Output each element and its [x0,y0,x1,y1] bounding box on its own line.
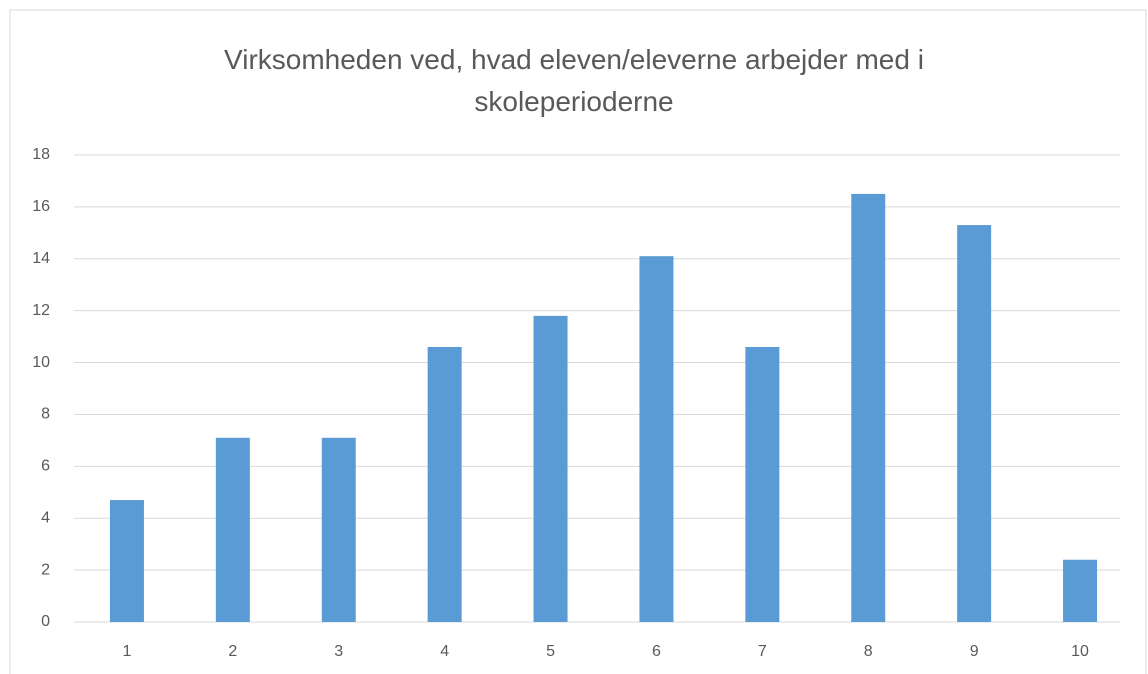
chart-border [9,9,1147,674]
x-tick-label: 5 [546,643,555,660]
x-tick-label: 1 [122,643,131,660]
y-tick-label: 8 [41,406,50,423]
bar [639,256,674,622]
bar [745,346,780,622]
bar [215,437,250,622]
y-tick-label: 2 [41,561,50,578]
bar [427,346,462,622]
y-tick-label: 14 [32,250,50,267]
x-tick-label: 3 [334,643,343,660]
y-tick-label: 10 [32,354,50,371]
bar [109,500,144,622]
y-tick-label: 0 [41,613,50,630]
y-tick-label: 18 [32,146,50,163]
x-tick-label: 7 [758,643,767,660]
y-tick-label: 4 [41,509,50,526]
x-tick-label: 2 [228,643,237,660]
bar [957,225,992,623]
x-tick-label: 10 [1071,643,1089,660]
bar [851,193,886,622]
y-tick-label: 12 [32,302,50,319]
x-tick-label: 4 [440,643,449,660]
bar [533,315,568,622]
bar [1063,559,1098,622]
x-tick-label: 6 [652,643,661,660]
y-tick-label: 16 [32,198,50,215]
bar [321,437,356,622]
x-tick-label: 8 [864,643,873,660]
x-tick-label: 9 [970,643,979,660]
y-tick-label: 6 [41,458,50,475]
chart-title: Virksomheden ved, hvad eleven/eleverne a… [224,44,924,117]
